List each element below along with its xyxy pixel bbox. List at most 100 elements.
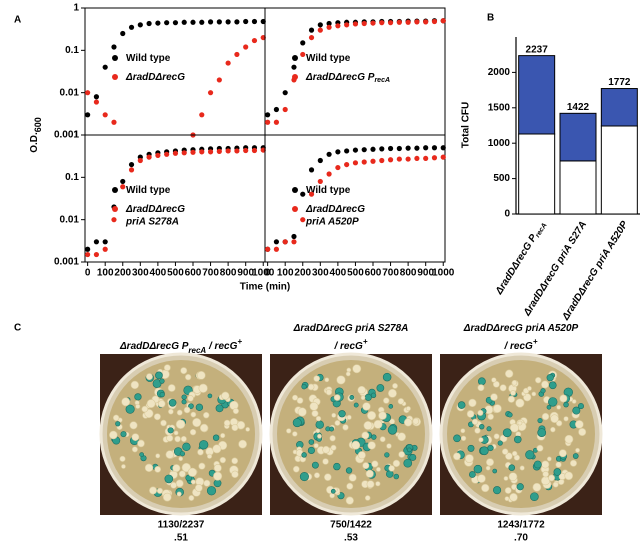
colony: [365, 469, 374, 478]
data-point: [396, 156, 402, 162]
colony: [329, 426, 335, 432]
colony: [231, 457, 239, 465]
colony: [338, 410, 346, 418]
legend-label-text: Wild type: [126, 53, 171, 64]
colony: [357, 451, 366, 460]
colony: [149, 486, 158, 495]
colony: [360, 395, 366, 401]
legend-marker: [292, 187, 298, 193]
colony: [453, 452, 461, 461]
y-tick-label: 2000: [488, 67, 511, 78]
x-tick-label: 500: [347, 268, 364, 279]
legend-marker: [112, 187, 118, 193]
colony: [546, 404, 552, 410]
data-point: [120, 178, 126, 185]
colony: [497, 440, 503, 446]
colony: [212, 444, 222, 454]
data-point: [423, 155, 429, 162]
legend-label: Wild type: [306, 53, 351, 64]
colony: [307, 446, 315, 454]
colony: [185, 373, 192, 381]
colony: [504, 369, 514, 378]
colony: [324, 377, 330, 383]
colony: [170, 481, 177, 489]
colony: [190, 411, 197, 418]
data-point: [308, 191, 315, 197]
colony: [333, 394, 341, 401]
data-point: [300, 191, 306, 197]
plate-title: / recG+: [333, 337, 367, 352]
colony: [346, 482, 354, 490]
colony: [120, 431, 127, 438]
colony: [409, 453, 417, 461]
colony: [493, 433, 500, 440]
colony: [550, 426, 556, 433]
colony: [181, 394, 187, 400]
data-point: [344, 22, 350, 28]
data-point: [370, 146, 376, 152]
colony: [367, 441, 376, 450]
plate-title-part: ΔradDΔrecG priA A520P: [463, 323, 579, 334]
colony: [464, 454, 474, 463]
colony: [223, 419, 231, 427]
data-point: [414, 155, 420, 162]
data-point: [387, 157, 394, 163]
colony: [563, 401, 569, 408]
colony: [181, 399, 187, 405]
colony: [156, 487, 164, 494]
x-tick-label: 500: [167, 268, 184, 279]
colony: [311, 410, 319, 418]
colony: [397, 398, 405, 405]
colony: [533, 460, 542, 469]
legend-label: Wild type: [306, 185, 351, 196]
legend-label-sub: recA: [374, 77, 390, 84]
data-point: [317, 27, 323, 33]
colony: [153, 413, 161, 421]
colony: [165, 450, 175, 459]
data-point: [207, 149, 214, 155]
y-tick-label: 0.01: [60, 214, 80, 225]
data-point: [128, 167, 135, 173]
colony: [215, 404, 224, 413]
colony: [405, 406, 411, 412]
data-point: [243, 44, 249, 50]
data-point: [93, 251, 100, 258]
colony: [540, 388, 546, 394]
data-point: [85, 90, 91, 96]
colony: [238, 439, 247, 449]
colony: [213, 464, 222, 472]
x-tick-label: 100: [97, 268, 114, 279]
colony: [187, 467, 197, 477]
colony: [313, 375, 320, 382]
colony: [536, 444, 544, 452]
data-point: [379, 157, 385, 164]
data-point: [352, 160, 359, 166]
data-point: [405, 156, 411, 162]
colony: [485, 465, 491, 471]
legend-marker: [292, 55, 298, 61]
colony: [546, 456, 552, 462]
colony: [527, 386, 532, 391]
colony: [213, 479, 222, 488]
colony: [364, 393, 372, 401]
colony: [481, 483, 490, 493]
data-point: [273, 106, 280, 113]
colony: [519, 465, 525, 471]
colony: [121, 397, 131, 407]
colony: [509, 423, 520, 433]
colony: [467, 444, 475, 452]
data-point: [111, 217, 117, 223]
data-point: [291, 239, 297, 245]
colony: [213, 471, 223, 481]
colony: [474, 427, 481, 434]
colony: [195, 403, 204, 412]
y-tick-label: 0.01: [60, 87, 80, 98]
x-tick-label: 700: [202, 268, 219, 279]
x-tick-label: 400: [330, 268, 347, 279]
data-point: [102, 246, 108, 252]
x-tick-label: 900: [237, 268, 254, 279]
colony: [121, 464, 126, 469]
x-tick-label: 0: [85, 268, 91, 279]
colony: [388, 465, 395, 472]
colony: [351, 440, 361, 450]
